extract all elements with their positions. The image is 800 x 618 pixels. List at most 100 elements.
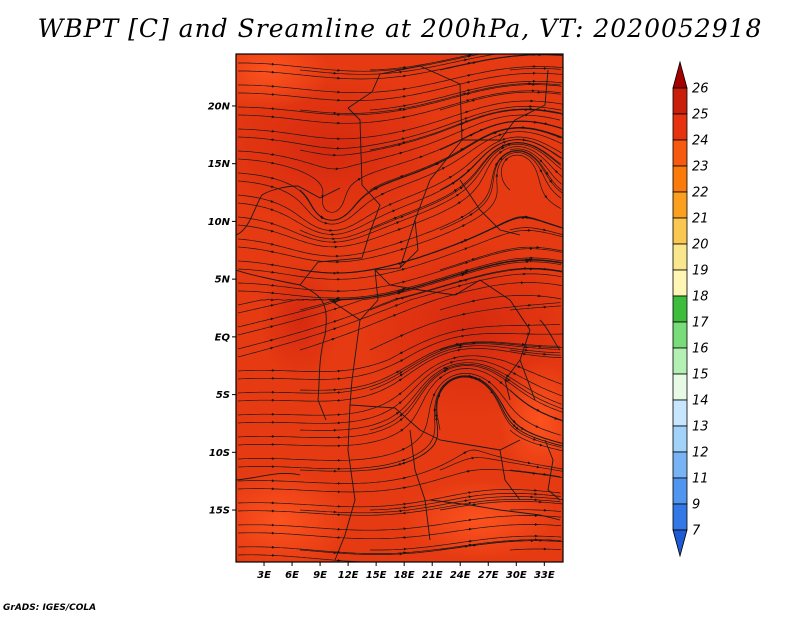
colorbar-bin: [672, 503, 688, 531]
streamline-arrow: [458, 345, 463, 349]
streamline-arrow: [398, 401, 402, 405]
colorbar-label: 9: [692, 498, 700, 513]
streamline: [237, 355, 562, 416]
streamline-arrow: [469, 134, 474, 137]
colorbar-label: 12: [692, 446, 709, 461]
streamline: [369, 54, 474, 71]
streamline-arrow: [402, 462, 406, 465]
streamline-arrow: [449, 361, 454, 364]
streamline-arrow: [397, 143, 402, 147]
streamline: [238, 54, 563, 80]
colorbar-label: 11: [692, 472, 709, 487]
streamline-arrow: [401, 137, 406, 141]
streamline-arrow: [270, 176, 275, 180]
streamline: [237, 372, 561, 461]
streamline-arrow: [457, 284, 462, 288]
streamline: [299, 282, 562, 351]
streamline: [237, 524, 562, 540]
colorbar-label: 25: [692, 108, 709, 123]
colorbar-bin: [672, 321, 688, 349]
streamline-arrow: [394, 304, 399, 308]
streamline-arrow: [517, 365, 521, 368]
streamline-arrow: [535, 425, 539, 428]
streamline-arrow: [549, 179, 552, 183]
streamline: [237, 323, 561, 373]
streamline: [436, 376, 562, 448]
streamline-arrow: [532, 437, 537, 441]
streamline-arrow: [333, 307, 338, 311]
streamline-arrow: [507, 142, 512, 146]
streamline-arrow: [502, 138, 506, 141]
streamline-arrow: [400, 296, 405, 300]
streamline-arrow: [465, 269, 469, 272]
streamline-arrow: [494, 162, 498, 166]
streamline-arrow: [539, 159, 543, 163]
streamline-arrow: [399, 240, 404, 244]
streamline-arrow: [270, 221, 274, 225]
streamline-arrow: [462, 313, 466, 316]
colorbar-bin: [672, 87, 688, 115]
streamline-arrow: [401, 129, 406, 133]
streamline-arrow: [554, 416, 558, 420]
colorbar-label: 26: [692, 82, 709, 97]
temperature-patches: [236, 54, 563, 562]
streamline: [238, 72, 563, 101]
streamline-arrow: [269, 325, 274, 329]
streamline-arrow: [479, 128, 484, 132]
streamline-arrow: [462, 92, 467, 96]
streamline: [370, 535, 562, 551]
streamline: [238, 66, 563, 94]
streamline-arrow: [515, 426, 519, 430]
streamline-arrow: [459, 186, 463, 190]
streamline-arrow: [471, 99, 476, 102]
streamline: [238, 257, 563, 299]
streamline: [369, 142, 562, 231]
colorbar-bottom-extension: [672, 529, 688, 558]
lat-tick-label: EQ: [215, 332, 231, 343]
streamline-arrow: [393, 216, 398, 220]
streamline-arrow: [388, 203, 393, 207]
streamline-arrow: [270, 242, 275, 246]
streamline-arrow: [490, 390, 493, 394]
streamline-arrow: [460, 272, 464, 275]
streamline-arrow: [536, 408, 540, 412]
streamline-arrow: [467, 62, 471, 65]
colorbar-label: 19: [692, 264, 709, 279]
streamline: [439, 139, 563, 191]
lat-tick-label: 10N: [208, 217, 231, 228]
streamline-arrow: [401, 268, 406, 271]
streamline: [238, 90, 562, 124]
streamline-arrow: [466, 470, 471, 473]
colorbar-label: 23: [692, 160, 709, 175]
streamline-arrow: [557, 135, 561, 138]
streamline-arrow: [460, 148, 464, 151]
streamline: [299, 259, 561, 311]
lat-tick-label: 5N: [215, 275, 231, 286]
streamline: [237, 106, 562, 149]
colorbar-label: 20: [692, 238, 709, 253]
streamline-arrow: [445, 367, 449, 371]
streamline-arrow: [399, 359, 404, 363]
streamline-arrow: [401, 448, 406, 451]
streamline-arrow: [380, 193, 385, 196]
streamline-arrow: [467, 74, 471, 77]
streamline: [369, 363, 563, 431]
streamline: [237, 489, 561, 508]
streamline-arrow: [501, 146, 505, 150]
streamline: [237, 469, 562, 493]
streamline-arrow: [520, 427, 524, 430]
streamline-arrow: [270, 229, 275, 233]
streamline-arrow: [539, 443, 543, 447]
lat-tick-label: 10S: [209, 448, 230, 459]
streamline-arrow: [270, 208, 274, 211]
streamline: [237, 359, 563, 424]
lon-tick-label: 9E: [313, 570, 327, 581]
streamline-arrow: [458, 344, 463, 347]
streamline-arrow: [398, 107, 403, 111]
lon-tick-label: 33E: [534, 570, 555, 581]
streamline: [509, 548, 562, 551]
streamline: [237, 146, 563, 248]
streamline-arrow: [451, 182, 455, 185]
streamline-arrow: [398, 378, 403, 382]
colorbar-label: 14: [692, 394, 709, 409]
